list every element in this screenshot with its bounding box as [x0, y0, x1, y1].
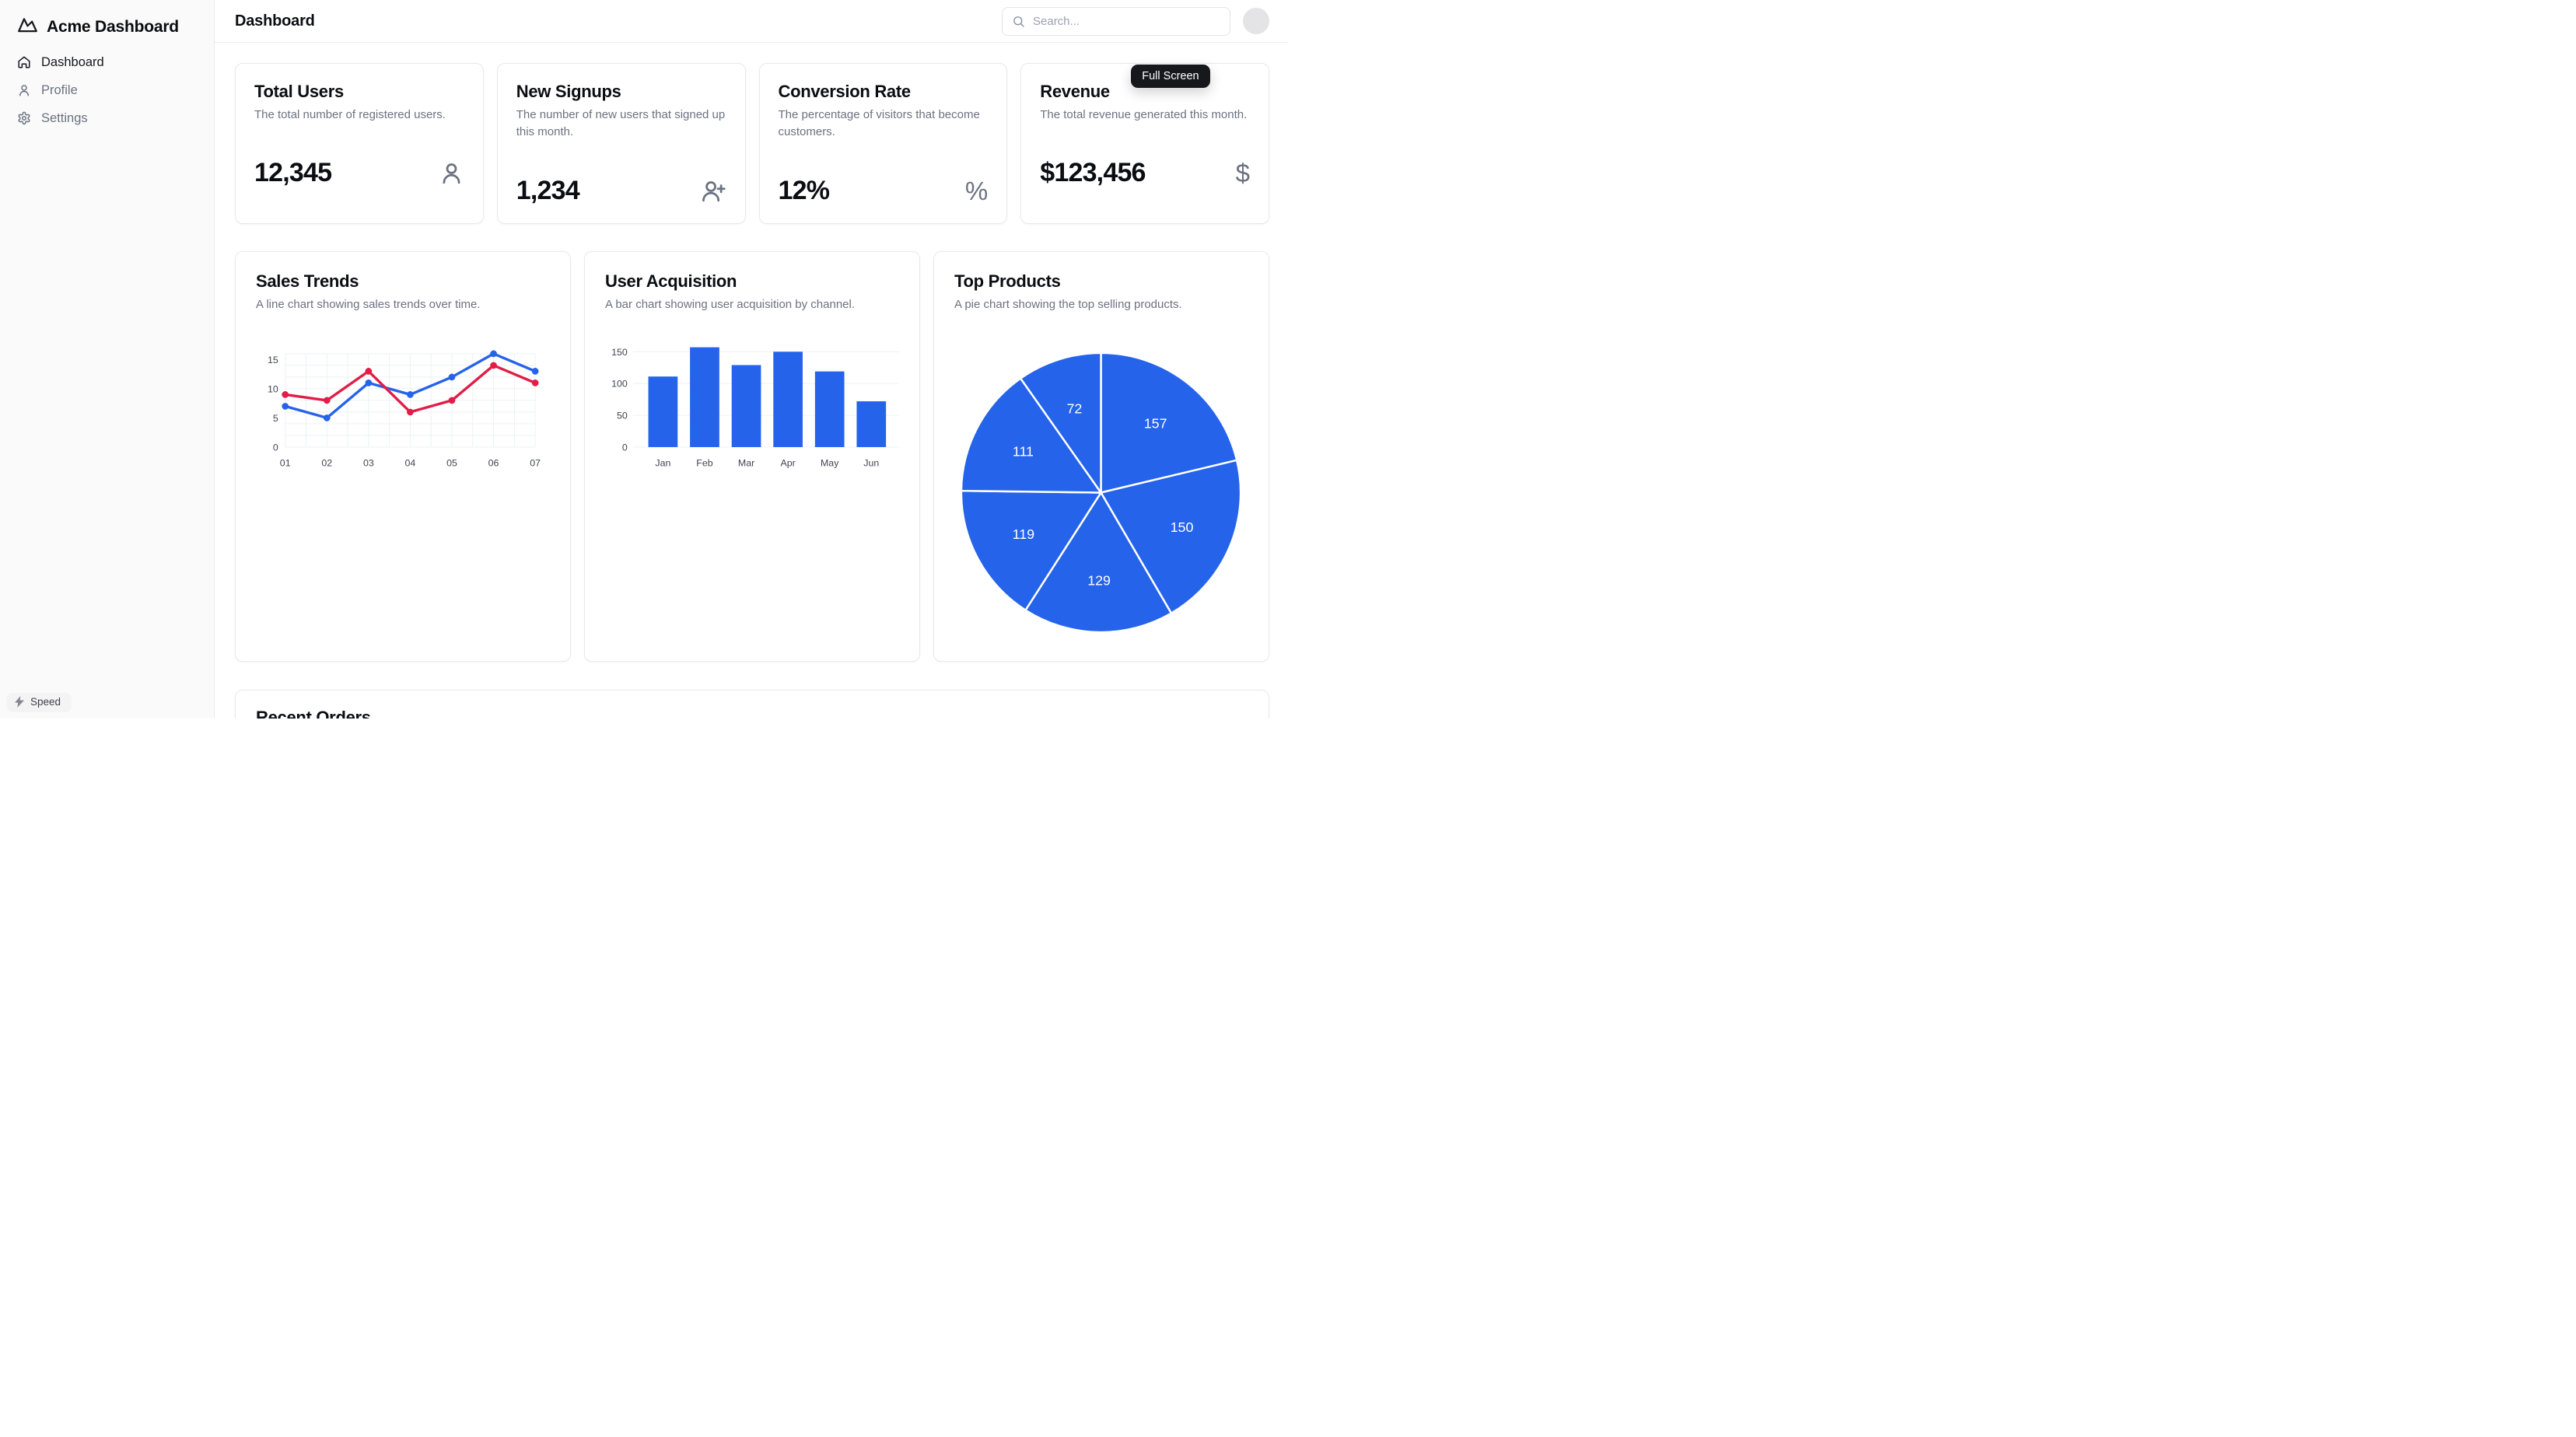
svg-text:150: 150 — [611, 347, 628, 358]
svg-text:157: 157 — [1144, 416, 1167, 432]
svg-text:May: May — [821, 458, 839, 469]
sidebar-item-profile[interactable]: Profile — [0, 76, 214, 104]
search-box — [1002, 6, 1230, 36]
main-area: Dashboard Total Users The total number o… — [215, 0, 1288, 718]
sidebar-item-label: Dashboard — [41, 54, 104, 69]
stat-value: 1,234 — [516, 175, 580, 205]
dashboard-content: Total Users The total number of register… — [215, 43, 1288, 718]
stat-card-conversion-rate: Conversion Rate The percentage of visito… — [758, 63, 1008, 224]
search-input[interactable] — [1031, 13, 1222, 29]
stat-card-new-signups: New Signups The number of new users that… — [496, 63, 746, 224]
user-acquisition-bar-chart: 0 50 100 150 Jan Feb Mar Apr May Jun — [611, 347, 899, 469]
stat-title: Conversion Rate — [778, 82, 912, 101]
stat-value: $123,456 — [1040, 158, 1146, 188]
dollar-icon: $ — [1235, 159, 1250, 188]
svg-text:129: 129 — [1087, 573, 1111, 589]
chart-subtitle: A bar chart showing user acquisition by … — [605, 297, 856, 311]
svg-text:100: 100 — [611, 379, 628, 390]
chart-title: User Acquisition — [605, 271, 737, 291]
header-actions — [1002, 6, 1269, 36]
brand: Acme Dashboard — [0, 0, 214, 37]
home-icon — [17, 55, 31, 69]
svg-text:05: 05 — [446, 458, 457, 469]
stat-value-row: 12% % — [779, 176, 989, 206]
speed-badge-label: Speed — [30, 696, 61, 708]
search-icon — [1012, 15, 1025, 28]
user-acquisition-card: User Acquisition A bar chart showing use… — [584, 251, 920, 662]
stat-description: The number of new users that signed up t… — [516, 107, 726, 139]
sidebar: Acme Dashboard Dashboard Profile Setting… — [0, 0, 215, 718]
sidebar-item-label: Settings — [41, 110, 88, 125]
stat-value-row: 12,345 — [254, 158, 464, 188]
svg-text:72: 72 — [1066, 401, 1082, 417]
app-title: Acme Dashboard — [47, 17, 179, 36]
user-plus-icon — [701, 178, 726, 204]
svg-text:03: 03 — [363, 458, 374, 469]
svg-text:0: 0 — [622, 442, 628, 453]
percent-icon: % — [964, 176, 989, 205]
sidebar-item-settings[interactable]: Settings — [0, 104, 214, 132]
stat-description: The total revenue generated this month. — [1040, 107, 1248, 121]
stat-title: New Signups — [516, 82, 621, 101]
svg-text:Mar: Mar — [738, 458, 754, 469]
svg-text:10: 10 — [268, 383, 278, 394]
page-title: Dashboard — [235, 12, 315, 30]
svg-text:0: 0 — [273, 442, 278, 453]
svg-text:15: 15 — [268, 355, 278, 365]
top-products-pie-chart: 157 150 129 119 111 72 — [960, 351, 1242, 634]
speed-badge[interactable]: Speed — [7, 693, 72, 711]
svg-text:150: 150 — [1171, 519, 1194, 535]
stat-value-row: 1,234 — [516, 176, 726, 206]
svg-text:119: 119 — [1013, 526, 1035, 542]
svg-text:Jun: Jun — [863, 458, 879, 469]
top-products-card: Top Products A pie chart showing the top… — [933, 251, 1269, 662]
stat-card-revenue: Full Screen Revenue The total revenue ge… — [1020, 63, 1269, 224]
avatar[interactable] — [1243, 8, 1269, 34]
full-screen-tooltip: Full Screen — [1131, 65, 1210, 88]
svg-text:50: 50 — [617, 411, 628, 421]
svg-text:06: 06 — [488, 458, 499, 469]
stats-row: Total Users The total number of register… — [235, 63, 1269, 224]
recent-orders-title: Recent Orders — [256, 708, 371, 718]
stat-value-row: $123,456 $ — [1040, 158, 1250, 188]
svg-text:02: 02 — [321, 458, 332, 469]
svg-text:Feb: Feb — [696, 458, 712, 469]
stat-title: Revenue — [1040, 82, 1110, 101]
stat-description: The percentage of visitors that become c… — [778, 107, 980, 139]
user-icon — [17, 83, 31, 97]
stat-value: 12% — [778, 175, 830, 205]
svg-text:04: 04 — [405, 458, 416, 469]
svg-text:Jan: Jan — [655, 458, 670, 469]
charts-row: Sales Trends A line chart showing sales … — [235, 251, 1269, 662]
stat-value: 12,345 — [254, 158, 332, 188]
svg-text:Apr: Apr — [780, 458, 795, 469]
sidebar-item-label: Profile — [41, 82, 78, 97]
recent-orders-card: Recent Orders — [235, 690, 1269, 718]
chart-subtitle: A line chart showing sales trends over t… — [256, 297, 481, 311]
stat-card-total-users: Total Users The total number of register… — [235, 63, 484, 224]
sidebar-nav: Dashboard Profile Settings — [0, 48, 214, 132]
svg-text:01: 01 — [280, 458, 291, 469]
svg-text:07: 07 — [530, 458, 541, 469]
settings-icon — [17, 111, 31, 125]
stat-title: Total Users — [254, 82, 344, 101]
chart-title: Sales Trends — [256, 271, 359, 291]
svg-text:5: 5 — [273, 413, 278, 424]
svg-text:111: 111 — [1013, 444, 1034, 460]
mountain-logo-icon — [17, 16, 38, 37]
sales-trends-card: Sales Trends A line chart showing sales … — [235, 251, 571, 662]
sidebar-item-dashboard[interactable]: Dashboard — [0, 48, 214, 76]
stat-description: The total number of registered users. — [254, 107, 446, 121]
user-icon — [439, 160, 464, 186]
lightning-icon — [15, 696, 24, 708]
top-header: Dashboard — [215, 0, 1288, 43]
chart-title: Top Products — [954, 271, 1061, 291]
chart-subtitle: A pie chart showing the top selling prod… — [954, 297, 1182, 311]
